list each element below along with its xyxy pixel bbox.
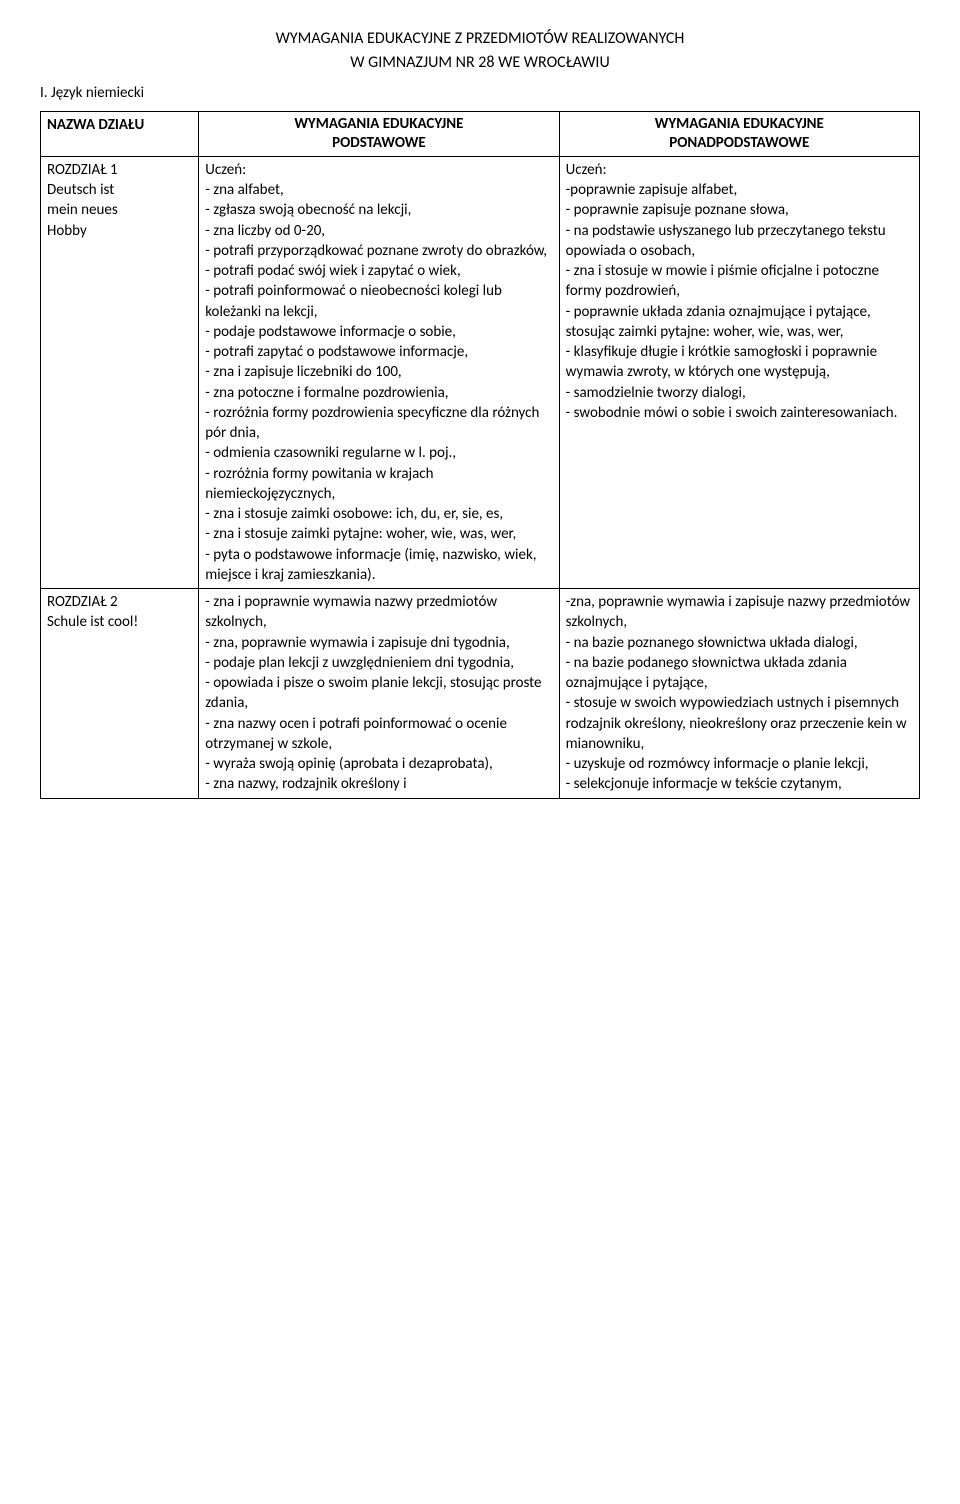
chapter-line: Deutsch ist <box>47 180 192 200</box>
chapter-cell: ROZDZIAŁ 2Schule ist cool! <box>41 589 199 799</box>
list-item: - opowiada i pisze o swoim planie lekcji… <box>205 673 552 714</box>
list-item: - zna i poprawnie wymawia nazwy przedmio… <box>205 592 552 633</box>
col-header-2-line1: WYMAGANIA EDUKACYJNE <box>205 115 552 134</box>
list-item: - stosuje w swoich wypowiedziach ustnych… <box>566 693 913 754</box>
requirements-table: NAZWA DZIAŁU WYMAGANIA EDUKACYJNE PODSTA… <box>40 111 920 798</box>
list-item: -poprawnie zapisuje alfabet, <box>566 180 913 200</box>
basic-requirements-cell: - zna i poprawnie wymawia nazwy przedmio… <box>199 589 559 799</box>
list-item: - samodzielnie tworzy dialogi, <box>566 383 913 403</box>
list-item: - zna potoczne i formalne pozdrowienia, <box>205 383 552 403</box>
chapter-line: Schule ist cool! <box>47 612 192 632</box>
section-heading: I. Język niemiecki <box>40 83 920 103</box>
col-header-1: NAZWA DZIAŁU <box>41 112 199 157</box>
list-item: - zna nazwy ocen i potrafi poinformować … <box>205 714 552 755</box>
list-item: - zna i stosuje w mowie i piśmie oficjal… <box>566 261 913 302</box>
table-row: ROZDZIAŁ 2Schule ist cool!- zna i popraw… <box>41 589 920 799</box>
list-item: - rozróżnia formy pozdrowienia specyficz… <box>205 403 552 444</box>
col-header-3: WYMAGANIA EDUKACYJNE PONADPODSTAWOWE <box>559 112 919 157</box>
table-row: ROZDZIAŁ 1Deutsch istmein neuesHobbyUcze… <box>41 156 920 588</box>
list-item: -zna, poprawnie wymawia i zapisuje nazwy… <box>566 592 913 633</box>
col-header-2: WYMAGANIA EDUKACYJNE PODSTAWOWE <box>199 112 559 157</box>
list-item: - na podstawie usłyszanego lub przeczyta… <box>566 221 913 262</box>
basic-requirements-list: - zna alfabet,- zgłasza swoją obecność n… <box>205 180 552 585</box>
list-item: - selekcjonuje informacje w tekście czyt… <box>566 774 913 794</box>
list-item: - podaje podstawowe informacje o sobie, <box>205 322 552 342</box>
advanced-requirements-cell: Uczeń:-poprawnie zapisuje alfabet,- popr… <box>559 156 919 588</box>
chapter-cell: ROZDZIAŁ 1Deutsch istmein neuesHobby <box>41 156 199 588</box>
list-item: - zgłasza swoją obecność na lekcji, <box>205 200 552 220</box>
list-item: - potrafi poinformować o nieobecności ko… <box>205 281 552 322</box>
advanced-requirements-list: -poprawnie zapisuje alfabet,- poprawnie … <box>566 180 913 423</box>
chapter-line: mein neues <box>47 200 192 220</box>
chapter-line: ROZDZIAŁ 2 <box>47 592 192 612</box>
advanced-requirements-cell: -zna, poprawnie wymawia i zapisuje nazwy… <box>559 589 919 799</box>
list-item: - podaje plan lekcji z uwzględnieniem dn… <box>205 653 552 673</box>
col-header-3-line1: WYMAGANIA EDUKACYJNE <box>566 115 913 134</box>
doc-title-line1: WYMAGANIA EDUKACYJNE Z PRZEDMIOTÓW REALI… <box>40 28 920 50</box>
doc-title-line2: W GIMNAZJUM NR 28 WE WROCŁAWIU <box>40 52 920 74</box>
lead-text: Uczeń: <box>205 160 552 180</box>
list-item: - wyraża swoją opinię (aprobata i dezapr… <box>205 754 552 774</box>
basic-requirements-cell: Uczeń:- zna alfabet,- zgłasza swoją obec… <box>199 156 559 588</box>
list-item: - swobodnie mówi o sobie i swoich zainte… <box>566 403 913 423</box>
advanced-requirements-list: -zna, poprawnie wymawia i zapisuje nazwy… <box>566 592 913 795</box>
lead-text: Uczeń: <box>566 160 913 180</box>
list-item: - zna alfabet, <box>205 180 552 200</box>
list-item: - na bazie podanego słownictwa układa zd… <box>566 653 913 694</box>
list-item: - zna i zapisuje liczebniki do 100, <box>205 362 552 382</box>
list-item: - potrafi przyporządkować poznane zwroty… <box>205 241 552 261</box>
list-item: - zna i stosuje zaimki osobowe: ich, du,… <box>205 504 552 524</box>
list-item: - zna i stosuje zaimki pytajne: woher, w… <box>205 524 552 544</box>
list-item: - zna nazwy, rodzajnik określony i <box>205 774 552 794</box>
list-item: - pyta o podstawowe informacje (imię, na… <box>205 545 552 586</box>
list-item: - potrafi zapytać o podstawowe informacj… <box>205 342 552 362</box>
list-item: - zna, poprawnie wymawia i zapisuje dni … <box>205 633 552 653</box>
list-item: - zna liczby od 0-20, <box>205 221 552 241</box>
list-item: - klasyfikuje długie i krótkie samogłosk… <box>566 342 913 383</box>
list-item: - na bazie poznanego słownictwa układa d… <box>566 633 913 653</box>
list-item: - odmienia czasowniki regularne w l. poj… <box>205 443 552 463</box>
list-item: - poprawnie układa zdania oznajmujące i … <box>566 302 913 343</box>
list-item: - poprawnie zapisuje poznane słowa, <box>566 200 913 220</box>
list-item: - potrafi podać swój wiek i zapytać o wi… <box>205 261 552 281</box>
chapter-line: ROZDZIAŁ 1 <box>47 160 192 180</box>
list-item: - uzyskuje od rozmówcy informacje o plan… <box>566 754 913 774</box>
col-header-2-line2: PODSTAWOWE <box>205 134 552 153</box>
basic-requirements-list: - zna i poprawnie wymawia nazwy przedmio… <box>205 592 552 795</box>
chapter-line: Hobby <box>47 221 192 241</box>
list-item: - rozróżnia formy powitania w krajach ni… <box>205 464 552 505</box>
col-header-3-line2: PONADPODSTAWOWE <box>566 134 913 153</box>
